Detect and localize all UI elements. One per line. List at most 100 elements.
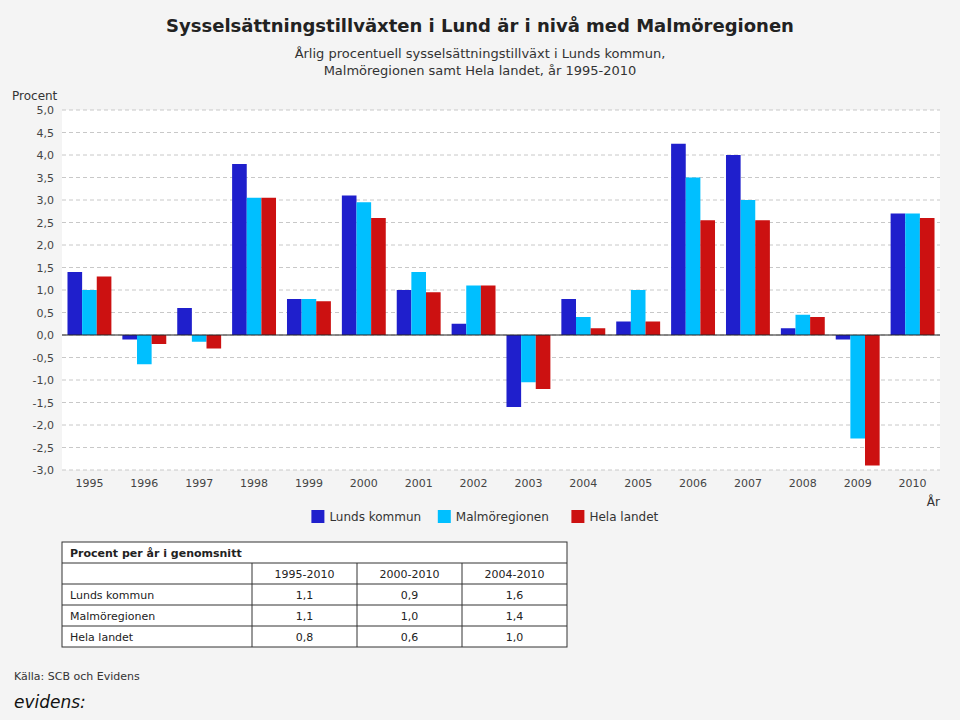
bar xyxy=(755,220,770,335)
table-cell: Hela landet xyxy=(70,631,134,644)
table-row-line xyxy=(62,626,567,627)
legend: Lunds kommun Malmöregionen Hela landet xyxy=(311,510,658,524)
table-col-line xyxy=(252,563,253,647)
x-tick-label: 2006 xyxy=(679,477,707,490)
source: Källa: SCB och Evidens xyxy=(14,670,140,683)
x-tick-label: 1997 xyxy=(185,477,213,490)
x-tick-label: 1995 xyxy=(75,477,103,490)
y-tick-label: 2,0 xyxy=(37,239,55,252)
bar xyxy=(536,335,551,389)
x-tick-label: 2009 xyxy=(844,477,872,490)
bar xyxy=(177,308,192,335)
bar xyxy=(97,277,112,336)
y-tick-label: -2,0 xyxy=(33,419,54,432)
x-tick-label: 1999 xyxy=(295,477,323,490)
table: Procent per år i genomsnitt 1995-2010 2000… xyxy=(62,542,567,647)
table-col-line xyxy=(462,563,463,647)
y-tick-label: 3,0 xyxy=(37,194,55,207)
table-cell: 0,6 xyxy=(401,631,419,644)
bar xyxy=(905,214,920,336)
bar xyxy=(671,144,686,335)
grid-line xyxy=(62,132,940,133)
title: Sysselsättningstillväxten i Lund är i ni… xyxy=(166,15,794,36)
x-tick-label: 2001 xyxy=(405,477,433,490)
bar xyxy=(920,218,935,335)
y-tick-label: -1,0 xyxy=(33,374,54,387)
grid-line xyxy=(62,425,940,426)
legend-label: Malmöregionen xyxy=(456,510,549,524)
table-col-line xyxy=(357,563,358,647)
bar xyxy=(261,198,276,335)
bar xyxy=(466,286,481,336)
grid-line xyxy=(62,222,940,223)
y-tick-label: 0,5 xyxy=(37,307,55,320)
bar xyxy=(481,286,496,336)
legend-label: Lunds kommun xyxy=(329,510,421,524)
grid-line xyxy=(62,155,940,156)
y-tick-label: -1,5 xyxy=(33,397,54,410)
table-cell: Lunds kommun xyxy=(70,589,154,602)
y-tick-label: -0,5 xyxy=(33,352,54,365)
table-header: 2000-2010 xyxy=(380,568,440,581)
bar xyxy=(700,220,715,335)
bar xyxy=(891,214,906,336)
legend-swatch xyxy=(571,510,584,523)
bars xyxy=(67,144,934,466)
y-tick-label: 1,5 xyxy=(37,262,55,275)
y-tick-label: -3,0 xyxy=(33,464,54,477)
bar xyxy=(426,292,441,335)
y-tick-label: 1,0 xyxy=(37,284,55,297)
grid-line xyxy=(62,290,940,291)
legend-swatch xyxy=(311,510,324,523)
bar xyxy=(207,335,222,349)
bar xyxy=(67,272,82,335)
bar xyxy=(302,299,317,335)
legend-swatch xyxy=(438,510,451,523)
grid-line xyxy=(62,200,940,201)
bar xyxy=(631,290,646,335)
bar xyxy=(152,335,167,344)
x-tick-label: 2004 xyxy=(569,477,597,490)
bar xyxy=(795,315,810,335)
bar xyxy=(342,196,357,336)
table-cell: 1,1 xyxy=(296,610,314,623)
x-tick-label: 2000 xyxy=(350,477,378,490)
y-tick-label: 5,0 xyxy=(37,104,55,117)
y-tick-label: 4,0 xyxy=(37,149,55,162)
x-tick-label: 2005 xyxy=(624,477,652,490)
bar xyxy=(122,335,137,340)
bar xyxy=(506,335,521,407)
table-cell: 1,4 xyxy=(506,610,524,623)
bar xyxy=(810,317,825,335)
grid-line xyxy=(62,470,940,471)
table-row-line xyxy=(62,584,567,585)
grid-line xyxy=(62,335,940,336)
table-header: 1995-2010 xyxy=(275,568,335,581)
x-tick-label: 2008 xyxy=(789,477,817,490)
grid-line xyxy=(62,402,940,403)
bar xyxy=(576,317,591,335)
bar xyxy=(82,290,97,335)
table-title: Procent per år i genomsnitt xyxy=(70,547,242,560)
zero-line xyxy=(62,335,940,336)
y-tick-label: -2,5 xyxy=(33,442,54,455)
bar xyxy=(646,322,661,336)
bar xyxy=(686,178,701,336)
legend-label: Hela landet xyxy=(589,510,658,524)
table-cell: 1,0 xyxy=(506,631,524,644)
table-cell: 1,6 xyxy=(506,589,524,602)
bar xyxy=(726,155,741,335)
bar xyxy=(591,328,606,335)
table-row-line xyxy=(62,563,567,564)
chart: Sysselsättningstillväxten i Lund är i ni… xyxy=(0,0,960,720)
grid-line xyxy=(62,110,940,111)
plot-area xyxy=(62,110,940,470)
x-tick-label: 2010 xyxy=(899,477,927,490)
background xyxy=(0,0,960,720)
bar xyxy=(836,335,851,340)
bar xyxy=(865,335,880,466)
bar xyxy=(616,322,631,336)
bar xyxy=(521,335,536,382)
table-cell: 1,1 xyxy=(296,589,314,602)
grid-line xyxy=(62,380,940,381)
